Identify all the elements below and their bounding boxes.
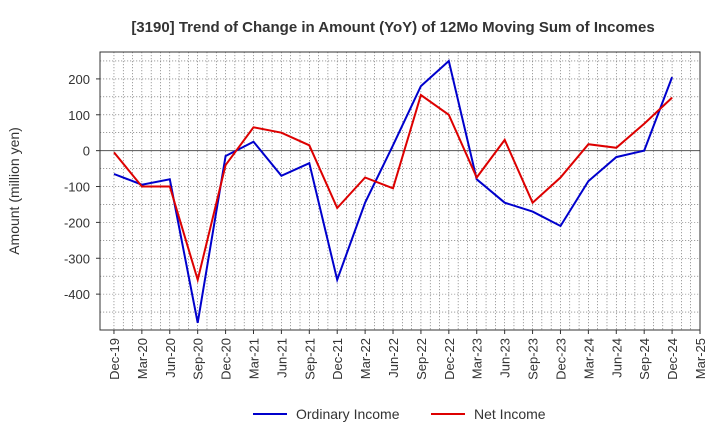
y-tick-label: 0 <box>83 144 90 159</box>
legend-label-net-income: Net Income <box>474 406 546 422</box>
y-tick-label: -100 <box>64 180 90 195</box>
y-tick-label: -400 <box>64 287 90 302</box>
x-tick-label: Mar-24 <box>581 338 596 379</box>
legend-item-net-income: Net Income <box>431 406 546 422</box>
legend: Ordinary Income Net Income <box>253 406 546 422</box>
legend-label-ordinary-income: Ordinary Income <box>296 406 400 422</box>
series-line-net-income <box>113 93 673 284</box>
x-tick-label: Dec-20 <box>219 338 234 380</box>
x-tick-label: Sep-21 <box>302 338 317 380</box>
x-tick-label: Jun-21 <box>274 338 289 378</box>
y-tick-label: -300 <box>64 251 90 266</box>
x-tick-label: Jun-24 <box>609 338 624 378</box>
chart-title: [3190] Trend of Change in Amount (YoY) o… <box>131 19 654 36</box>
x-tick-label: Mar-21 <box>246 338 261 379</box>
x-tick-label: Sep-22 <box>414 338 429 380</box>
series-line-ordinary-income <box>113 59 674 323</box>
x-tick-label: Dec-19 <box>107 338 122 380</box>
x-tick-label: Jun-23 <box>498 338 513 378</box>
x-tick-label: Mar-25 <box>693 338 708 379</box>
x-tick-label: Dec-23 <box>553 338 568 380</box>
x-tick-label: Mar-22 <box>358 338 373 379</box>
plot-frame <box>99 51 701 331</box>
x-tick-label: Dec-21 <box>330 338 345 380</box>
y-tick-label: -200 <box>64 215 90 230</box>
plot-area <box>100 52 700 330</box>
x-tick-label: Jun-20 <box>163 338 178 378</box>
y-tick-label: 200 <box>68 72 90 87</box>
y-axis-label: Amount (million yen) <box>6 127 22 255</box>
x-tick-label: Dec-24 <box>665 338 680 380</box>
x-tick-label: Sep-23 <box>526 338 541 380</box>
x-tick-label: Mar-23 <box>470 338 485 379</box>
x-tick-label: Dec-22 <box>442 338 457 380</box>
x-tick-label: Sep-20 <box>191 338 206 380</box>
legend-item-ordinary-income: Ordinary Income <box>253 406 400 422</box>
y-tick-label: 100 <box>68 108 90 123</box>
y-axis-ticks: 200 100 0 -100 -200 -300 -400 <box>64 72 100 302</box>
vertical-gridlines <box>113 52 691 330</box>
x-tick-label: Sep-24 <box>637 338 652 380</box>
x-axis-ticks: Dec-19 Mar-20 Jun-20 Sep-20 Dec-20 Mar-21 Jun-… <box>107 330 708 380</box>
series-layer <box>113 59 674 323</box>
x-tick-label: Mar-20 <box>135 338 150 379</box>
x-tick-label: Jun-22 <box>386 338 401 378</box>
